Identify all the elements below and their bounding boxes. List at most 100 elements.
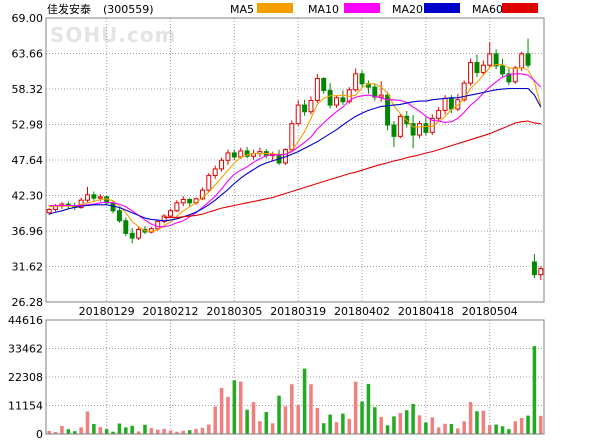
candle-down [244,150,250,157]
candle-down [231,152,237,158]
legend-ma10-label: MA10 [308,3,339,16]
candle-up [148,228,154,233]
volume-bar [321,423,326,434]
volume-bar [468,402,473,434]
volume-bar [385,425,390,434]
volume-tick-label: 44616 [8,314,43,327]
candle-up [180,198,186,204]
volume-bar [436,427,441,434]
candle-down [493,53,499,67]
candle-down [116,210,122,222]
volume-bar [309,384,313,434]
volume-bar [79,427,83,434]
volume-bar [283,406,288,434]
volume-bar [181,430,186,434]
volume-bar [334,422,339,434]
price-tick-label: 52.98 [12,119,44,132]
candle-down [340,97,346,103]
volume-bar [487,425,492,434]
candle-up [397,115,403,137]
candle-down [448,97,454,110]
volume-bar [462,421,466,434]
candle-down [359,73,365,85]
candle-up [436,109,442,119]
candle-up [97,196,103,199]
candle-up [168,210,173,217]
volume-bar [411,403,415,434]
price-tick-label: 26.28 [12,296,44,309]
volume-bar [130,425,134,434]
price-tick-label: 58.32 [12,83,44,96]
candle-down [321,77,327,91]
candle-down [525,53,531,66]
candle-down [423,123,429,133]
candle-up [480,64,486,74]
volume-bar [251,402,256,434]
volume-bar [136,431,141,434]
candle-down [391,124,397,137]
candle-up [206,175,212,191]
volume-tick-label: 33462 [8,343,43,356]
candle-up [161,215,167,222]
volume-tick-label: 0 [36,428,43,440]
volume-bar [53,431,58,434]
price-tick-label: 69.00 [12,12,44,25]
volume-bar [143,424,147,434]
volume-bar [277,395,281,434]
volume-bar [539,415,543,434]
candle-up [314,77,320,101]
watermark: SOHU.com [50,23,176,47]
volume-bar [456,428,460,434]
volume-bar [155,429,160,434]
volume-bar [404,410,409,434]
volume-bar [60,426,64,434]
volume-bar [264,412,269,434]
candle-up [461,82,467,101]
candle-up [378,94,384,98]
volume-frame [45,319,545,435]
candle-down [372,86,378,98]
volume-bar [72,431,77,434]
legend-ma10-swatch [344,3,380,13]
candle-up [174,202,180,212]
volume-bar [47,430,51,434]
volume-bar [449,424,454,434]
volume-bar [207,424,211,434]
chart-frames [45,17,545,435]
volume-bar [366,383,371,434]
volume-bar [353,381,358,434]
stock-name: 佳发安泰 [47,2,91,16]
candle-down [531,261,537,276]
volume-bar [270,423,275,434]
volume-bar [226,396,230,434]
date-tick-label: 20180418 [398,305,454,318]
price-tick-label: 47.64 [12,154,44,167]
volume-bar [500,426,505,434]
volume-bar [360,401,364,434]
volume-bar [430,417,435,434]
legend-ma60-label: MA60 [472,3,503,16]
volume-bar [392,416,396,434]
candlesticks [46,38,544,280]
axis-labels: 69.00 63.66 58.32 52.98 47.64 42.30 36.96 31.62… [8,12,518,440]
candle-up [295,104,301,125]
volume-bar [302,368,307,434]
volume-bar [481,410,486,434]
volume-bar [232,380,237,434]
date-tick-label: 20180504 [462,305,518,318]
candle-up [417,123,422,136]
volume-bar [104,429,109,434]
line-ma20 [49,87,542,222]
line-ma5 [49,63,542,232]
volume-bar [245,409,249,434]
candle-up [334,97,339,106]
candle-down [410,123,416,136]
volume-bar [347,418,352,434]
line-ma60 [164,120,541,218]
candle-up [468,62,474,84]
price-tick-label: 63.66 [12,48,44,61]
volume-bar [111,431,115,434]
candle-down [500,65,505,75]
